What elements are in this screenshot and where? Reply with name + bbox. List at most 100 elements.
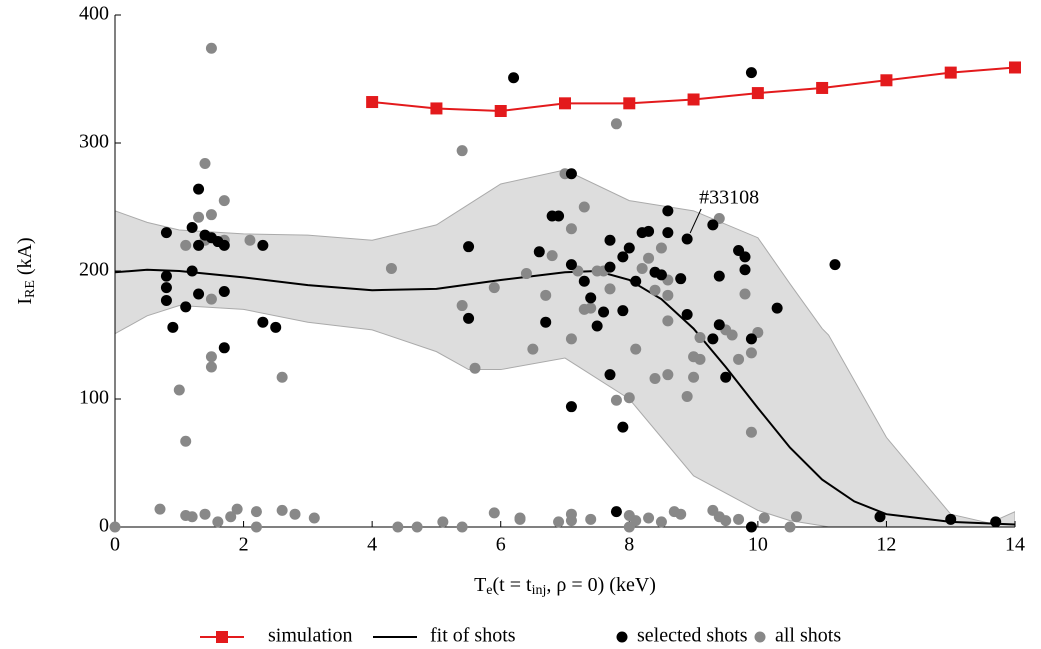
shot-point xyxy=(745,521,757,533)
shot-point xyxy=(565,168,577,180)
shot-point xyxy=(681,390,693,402)
shot-point xyxy=(623,392,635,404)
shot-point xyxy=(205,209,217,221)
shot-point xyxy=(193,211,205,223)
shot-point xyxy=(643,225,655,237)
shot-point xyxy=(193,183,205,195)
shot-point xyxy=(707,333,719,345)
shot-point xyxy=(231,503,243,515)
shot-point xyxy=(463,312,475,324)
shot-point xyxy=(488,282,500,294)
shot-point xyxy=(681,309,693,321)
shot-point xyxy=(688,371,700,383)
shot-point xyxy=(739,288,751,300)
x-tick-label: 8 xyxy=(624,534,634,556)
shot-point xyxy=(598,306,610,318)
shot-point xyxy=(662,227,674,239)
shot-point xyxy=(488,507,500,519)
shot-point xyxy=(250,506,262,518)
shot-point xyxy=(553,210,565,222)
shot-point xyxy=(463,241,475,253)
legend-marker xyxy=(216,631,228,643)
shot-point xyxy=(591,320,603,332)
shot-point xyxy=(733,513,745,525)
legend-label: fit of shots xyxy=(430,625,516,647)
shot-point xyxy=(694,353,706,365)
x-tick-label: 4 xyxy=(367,534,377,556)
shot-point xyxy=(610,506,622,518)
ylabel-part: (kA) xyxy=(14,237,36,280)
simulation-marker xyxy=(430,102,443,115)
shot-point xyxy=(604,261,616,273)
annotation: #33108 xyxy=(699,187,759,209)
shot-point xyxy=(533,246,545,258)
shot-point xyxy=(636,262,648,274)
shot-point xyxy=(186,221,198,233)
shot-point xyxy=(456,521,468,533)
simulation-marker xyxy=(623,97,636,110)
shot-point xyxy=(643,512,655,524)
shot-point xyxy=(630,515,642,527)
simulation-marker xyxy=(880,74,893,87)
shot-point xyxy=(565,259,577,271)
shot-point xyxy=(655,516,667,528)
shot-point xyxy=(205,361,217,373)
shot-point xyxy=(990,516,1002,528)
shot-point xyxy=(186,265,198,277)
shot-point xyxy=(610,394,622,406)
xlabel-part: (t = t xyxy=(493,574,532,596)
shot-point xyxy=(160,270,172,282)
shot-point xyxy=(655,269,667,281)
shot-point xyxy=(662,289,674,301)
shot-point xyxy=(257,316,269,328)
shot-point xyxy=(546,250,558,262)
plot-layer: 0 2 4 6 8 10 12 14 0 100 200 300 400 Te(t = tinj, ρ =… xyxy=(14,3,1025,647)
legend-marker xyxy=(754,631,766,643)
y-tick-label: 200 xyxy=(79,259,109,281)
shot-point xyxy=(160,227,172,239)
shot-point xyxy=(662,315,674,327)
shot-point xyxy=(585,513,597,525)
shot-point xyxy=(186,511,198,523)
shot-point xyxy=(205,42,217,54)
shot-point xyxy=(553,516,565,528)
shot-point xyxy=(617,305,629,317)
shot-point xyxy=(212,516,224,528)
shot-point xyxy=(437,516,449,528)
shot-point xyxy=(540,316,552,328)
legend-label: selected shots xyxy=(637,625,748,647)
shot-point xyxy=(193,288,205,300)
shot-point xyxy=(456,145,468,157)
shot-point xyxy=(565,223,577,235)
shot-point xyxy=(707,219,719,231)
simulation-marker xyxy=(366,96,379,109)
shot-point xyxy=(610,118,622,130)
shot-point xyxy=(733,353,745,365)
shot-point xyxy=(713,270,725,282)
shot-point xyxy=(257,239,269,251)
shot-point xyxy=(720,515,732,527)
shot-point xyxy=(630,275,642,287)
x-tick-label: 6 xyxy=(496,534,506,556)
shot-point xyxy=(199,157,211,169)
legend-label: all shots xyxy=(775,625,841,647)
shot-point xyxy=(289,508,301,520)
shot-point xyxy=(218,239,230,251)
shot-point xyxy=(565,515,577,527)
shot-point xyxy=(585,302,597,314)
xlabel-part: , ρ = 0) (keV) xyxy=(546,574,656,596)
shot-point xyxy=(154,503,166,515)
shot-point xyxy=(874,511,886,523)
y-tick-label: 100 xyxy=(79,387,109,409)
shot-point xyxy=(694,332,706,344)
shot-point xyxy=(662,369,674,381)
shot-point xyxy=(180,301,192,313)
shot-point xyxy=(160,294,172,306)
shot-point xyxy=(456,300,468,312)
shot-point xyxy=(630,343,642,355)
xlabel-part: inj xyxy=(532,583,547,598)
x-tick-label: 10 xyxy=(748,534,768,556)
shot-point xyxy=(469,362,481,374)
